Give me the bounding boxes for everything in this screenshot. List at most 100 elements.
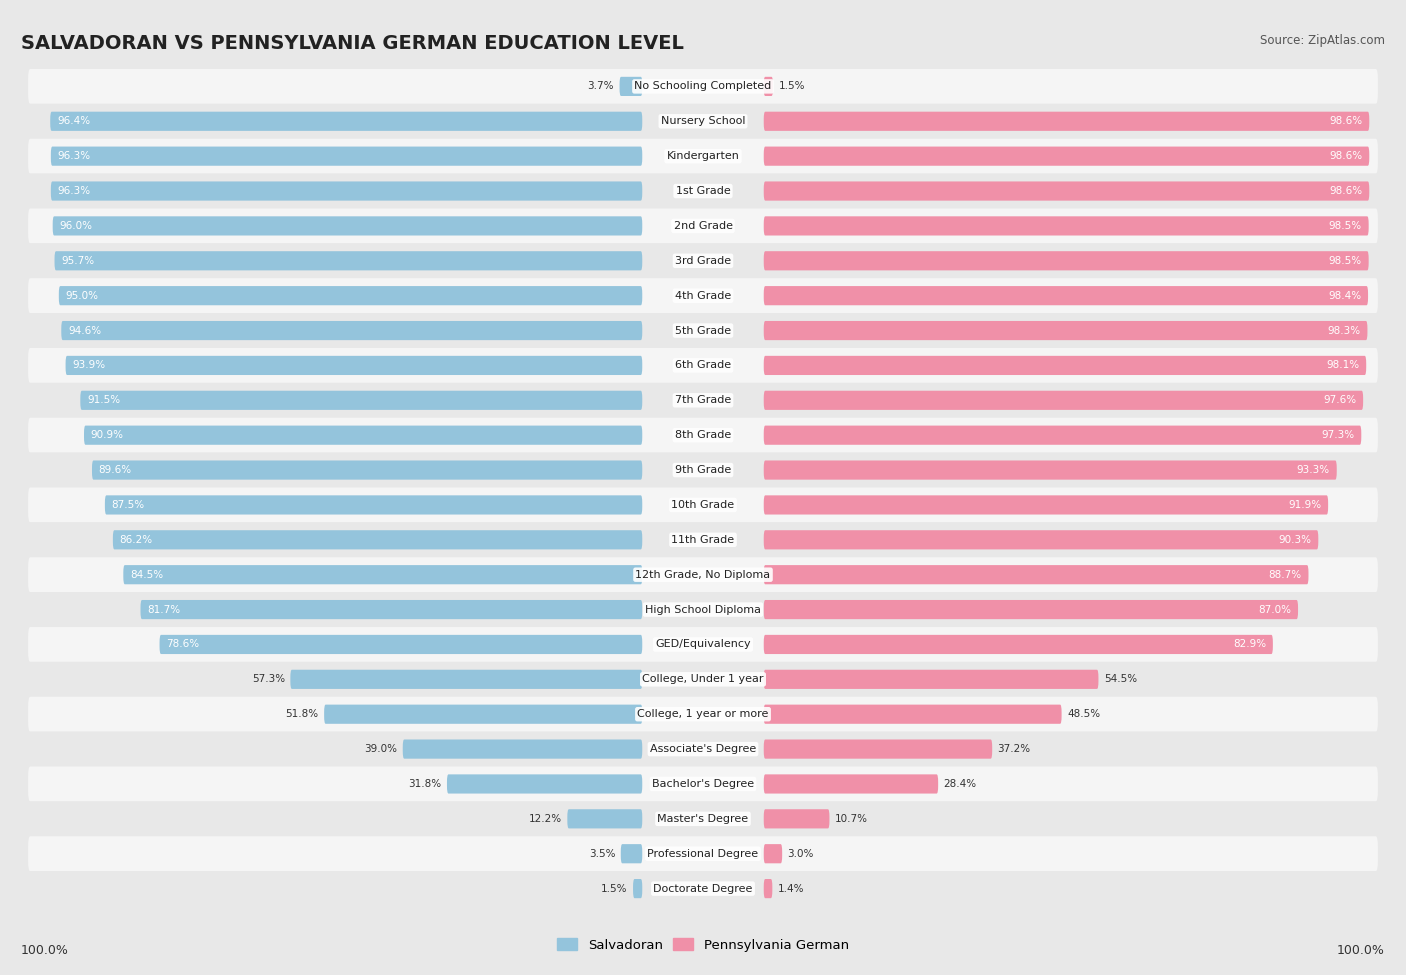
Text: 98.6%: 98.6%	[1330, 186, 1362, 196]
FancyBboxPatch shape	[763, 77, 773, 96]
FancyBboxPatch shape	[80, 391, 643, 410]
FancyBboxPatch shape	[763, 844, 782, 863]
Text: 82.9%: 82.9%	[1233, 640, 1267, 649]
Text: 100.0%: 100.0%	[21, 945, 69, 957]
FancyBboxPatch shape	[763, 181, 1369, 201]
Text: Master's Degree: Master's Degree	[658, 814, 748, 824]
FancyBboxPatch shape	[124, 566, 643, 584]
FancyBboxPatch shape	[763, 600, 1298, 619]
Text: 39.0%: 39.0%	[364, 744, 398, 754]
FancyBboxPatch shape	[763, 391, 1364, 410]
FancyBboxPatch shape	[763, 739, 993, 759]
Text: 95.7%: 95.7%	[62, 255, 94, 266]
FancyBboxPatch shape	[763, 321, 1368, 340]
Text: 96.4%: 96.4%	[58, 116, 90, 127]
Text: 78.6%: 78.6%	[166, 640, 200, 649]
Text: 7th Grade: 7th Grade	[675, 395, 731, 406]
Text: 89.6%: 89.6%	[98, 465, 132, 475]
Text: Associate's Degree: Associate's Degree	[650, 744, 756, 754]
FancyBboxPatch shape	[763, 635, 1272, 654]
FancyBboxPatch shape	[28, 174, 1378, 209]
FancyBboxPatch shape	[62, 321, 643, 340]
Text: 100.0%: 100.0%	[1337, 945, 1385, 957]
Text: 1.5%: 1.5%	[602, 883, 627, 894]
Text: 98.4%: 98.4%	[1329, 291, 1361, 300]
FancyBboxPatch shape	[52, 216, 643, 236]
FancyBboxPatch shape	[763, 705, 1062, 723]
FancyBboxPatch shape	[51, 112, 643, 131]
FancyBboxPatch shape	[763, 252, 1368, 270]
FancyBboxPatch shape	[763, 530, 1319, 549]
Text: Doctorate Degree: Doctorate Degree	[654, 883, 752, 894]
Text: 90.3%: 90.3%	[1278, 535, 1312, 545]
Text: 3.5%: 3.5%	[589, 848, 616, 859]
Text: 93.3%: 93.3%	[1296, 465, 1330, 475]
FancyBboxPatch shape	[28, 523, 1378, 558]
Text: 98.1%: 98.1%	[1326, 361, 1360, 370]
FancyBboxPatch shape	[763, 146, 1369, 166]
Text: 8th Grade: 8th Grade	[675, 430, 731, 440]
Text: 98.3%: 98.3%	[1327, 326, 1361, 335]
FancyBboxPatch shape	[59, 286, 643, 305]
FancyBboxPatch shape	[105, 495, 643, 515]
FancyBboxPatch shape	[28, 766, 1378, 801]
FancyBboxPatch shape	[633, 879, 643, 898]
Text: 10.7%: 10.7%	[835, 814, 868, 824]
Text: 10th Grade: 10th Grade	[672, 500, 734, 510]
Text: GED/Equivalency: GED/Equivalency	[655, 640, 751, 649]
Text: 51.8%: 51.8%	[285, 709, 319, 720]
FancyBboxPatch shape	[763, 356, 1367, 375]
Text: 5th Grade: 5th Grade	[675, 326, 731, 335]
Text: 12.2%: 12.2%	[529, 814, 562, 824]
Text: 87.0%: 87.0%	[1258, 604, 1291, 614]
Text: 84.5%: 84.5%	[131, 569, 163, 580]
FancyBboxPatch shape	[28, 452, 1378, 488]
FancyBboxPatch shape	[621, 844, 643, 863]
FancyBboxPatch shape	[28, 488, 1378, 523]
FancyBboxPatch shape	[28, 871, 1378, 906]
Text: 4th Grade: 4th Grade	[675, 291, 731, 300]
FancyBboxPatch shape	[51, 146, 643, 166]
Text: 96.0%: 96.0%	[59, 221, 93, 231]
Text: 28.4%: 28.4%	[943, 779, 977, 789]
Text: 86.2%: 86.2%	[120, 535, 153, 545]
Text: 88.7%: 88.7%	[1268, 569, 1302, 580]
FancyBboxPatch shape	[447, 774, 643, 794]
Text: 96.3%: 96.3%	[58, 186, 91, 196]
Text: 31.8%: 31.8%	[408, 779, 441, 789]
FancyBboxPatch shape	[28, 837, 1378, 871]
Text: Kindergarten: Kindergarten	[666, 151, 740, 161]
Text: 97.3%: 97.3%	[1322, 430, 1354, 440]
Text: Professional Degree: Professional Degree	[647, 848, 759, 859]
Text: 2nd Grade: 2nd Grade	[673, 221, 733, 231]
Text: 97.6%: 97.6%	[1323, 395, 1357, 406]
Text: 3.0%: 3.0%	[787, 848, 814, 859]
FancyBboxPatch shape	[84, 426, 643, 445]
Text: 37.2%: 37.2%	[998, 744, 1031, 754]
Text: 1st Grade: 1st Grade	[676, 186, 730, 196]
Text: 91.9%: 91.9%	[1288, 500, 1322, 510]
FancyBboxPatch shape	[28, 662, 1378, 697]
FancyBboxPatch shape	[28, 383, 1378, 417]
Text: 48.5%: 48.5%	[1067, 709, 1099, 720]
Text: Bachelor's Degree: Bachelor's Degree	[652, 779, 754, 789]
Text: 87.5%: 87.5%	[111, 500, 145, 510]
FancyBboxPatch shape	[402, 739, 643, 759]
Text: 98.6%: 98.6%	[1330, 151, 1362, 161]
FancyBboxPatch shape	[763, 809, 830, 829]
FancyBboxPatch shape	[763, 460, 1337, 480]
FancyBboxPatch shape	[763, 566, 1309, 584]
Text: 57.3%: 57.3%	[252, 675, 285, 684]
Text: 6th Grade: 6th Grade	[675, 361, 731, 370]
Text: High School Diploma: High School Diploma	[645, 604, 761, 614]
Text: No Schooling Completed: No Schooling Completed	[634, 81, 772, 92]
FancyBboxPatch shape	[28, 417, 1378, 452]
FancyBboxPatch shape	[763, 426, 1361, 445]
Text: 90.9%: 90.9%	[91, 430, 124, 440]
FancyBboxPatch shape	[66, 356, 643, 375]
FancyBboxPatch shape	[91, 460, 643, 480]
Text: 91.5%: 91.5%	[87, 395, 120, 406]
Text: 95.0%: 95.0%	[66, 291, 98, 300]
FancyBboxPatch shape	[28, 731, 1378, 766]
FancyBboxPatch shape	[159, 635, 643, 654]
